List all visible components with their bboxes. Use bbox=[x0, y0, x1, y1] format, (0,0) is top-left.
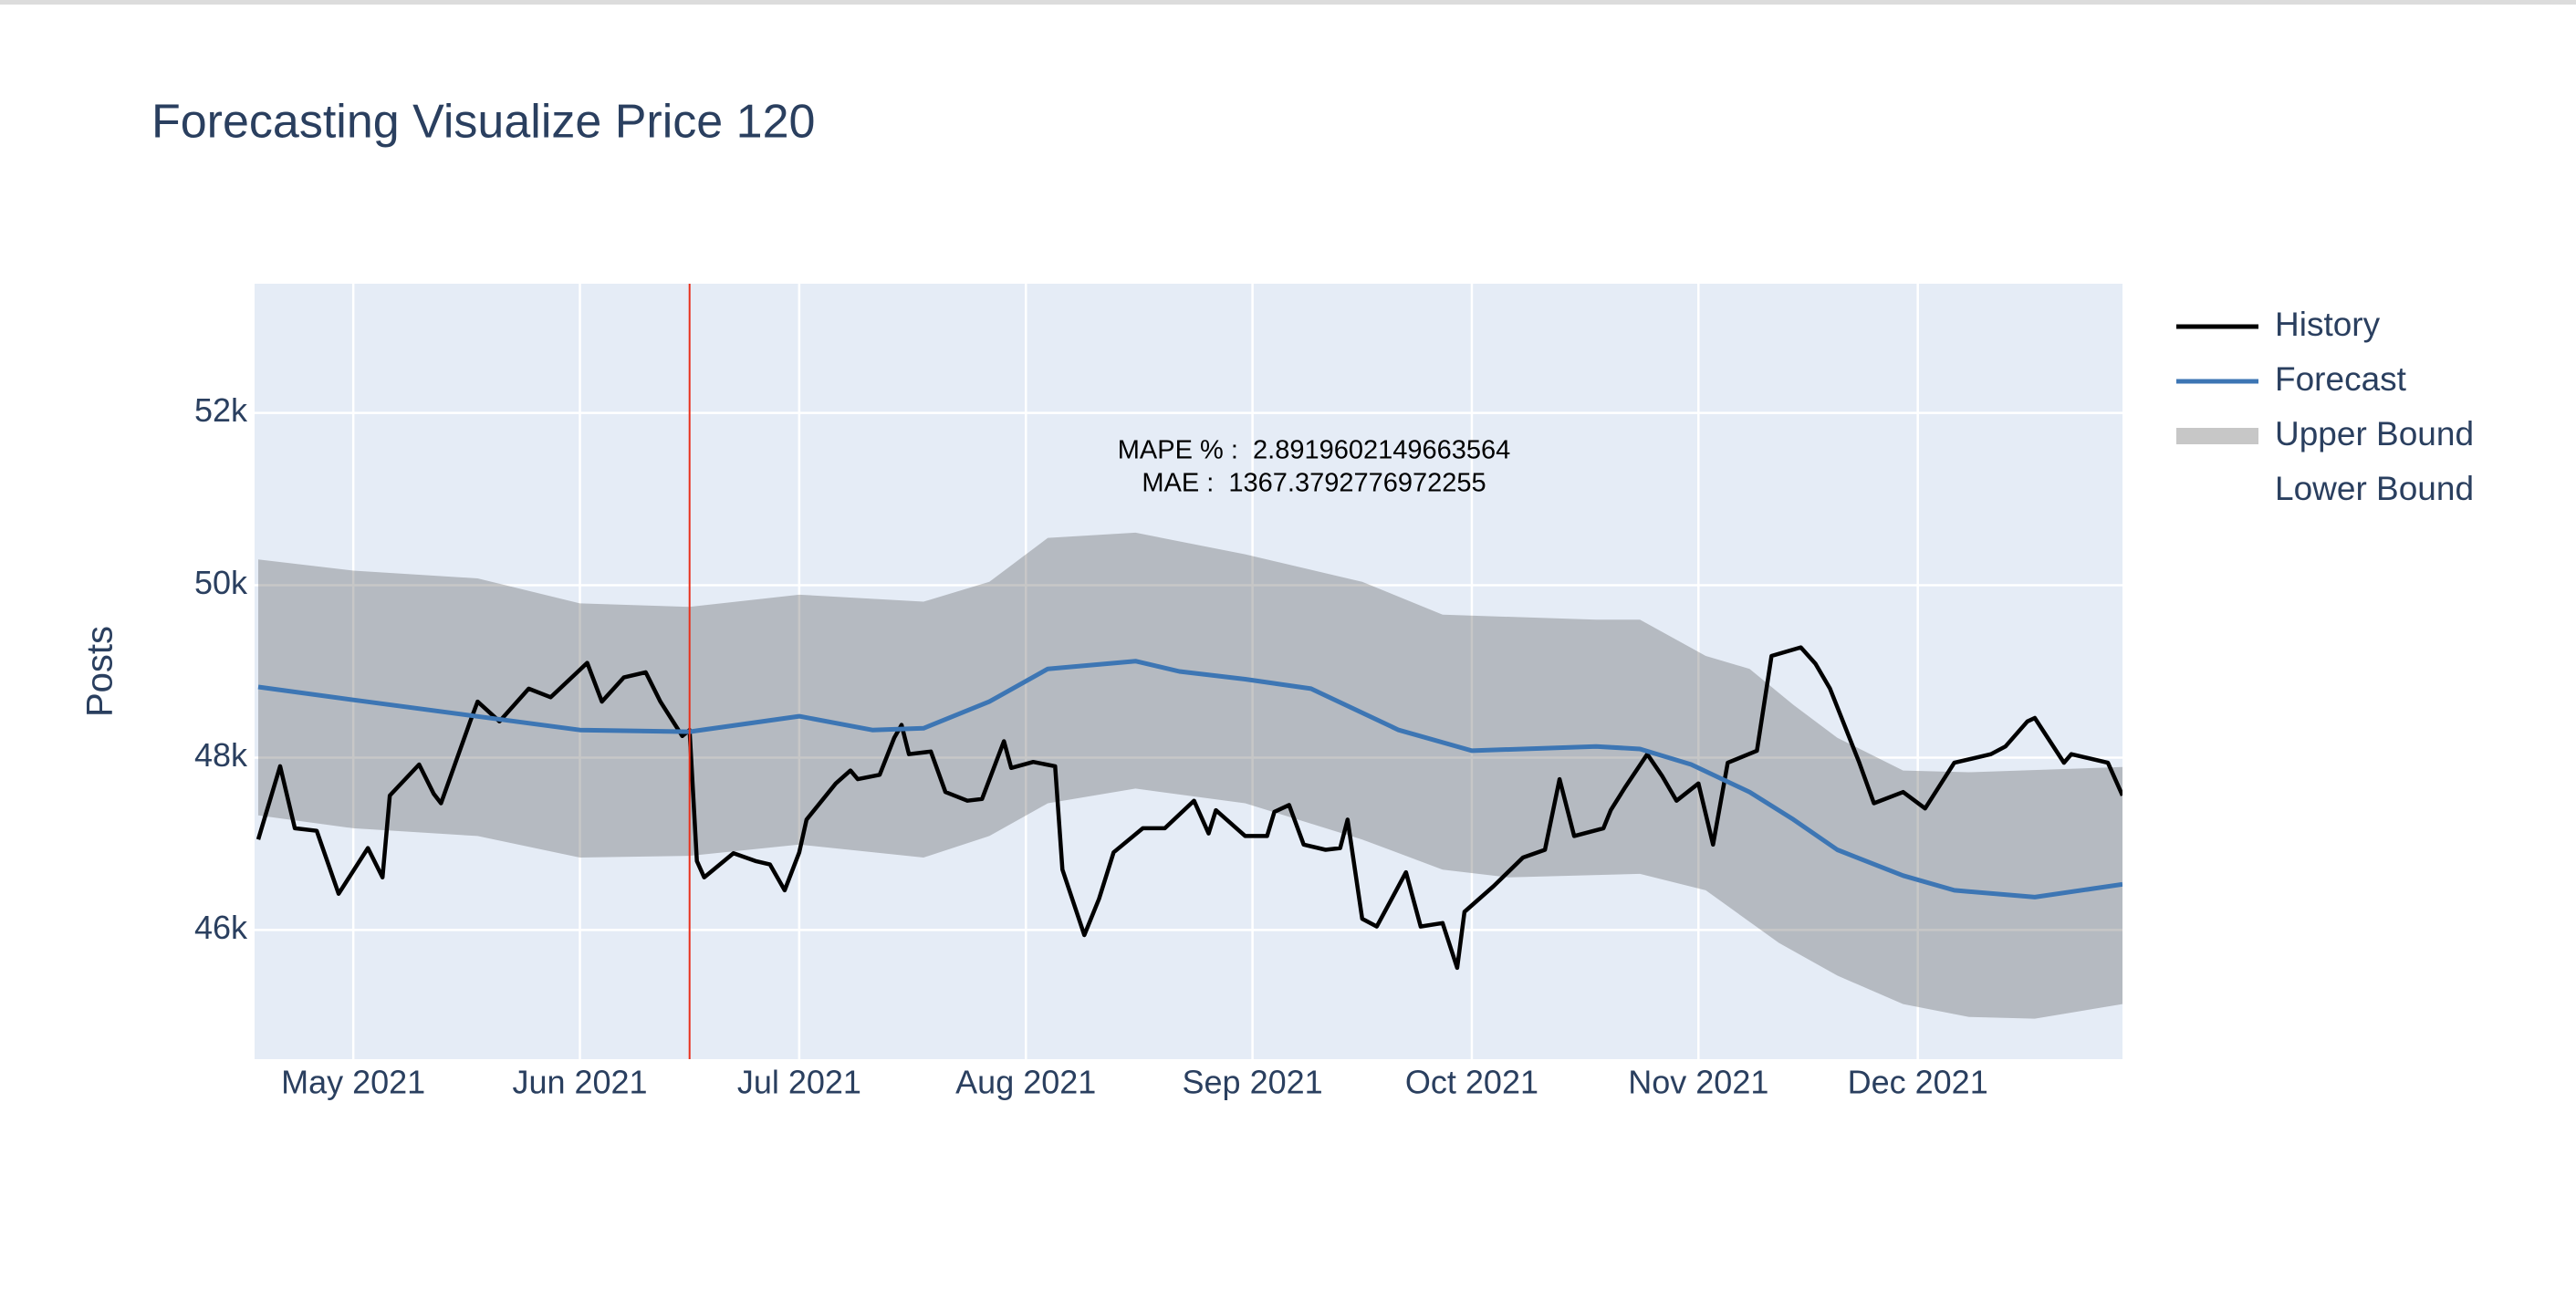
legend-label: History bbox=[2275, 306, 2381, 343]
chart-title: Forecasting Visualize Price 120 bbox=[151, 96, 815, 149]
annotation: MAE : 1367.3792776972255 bbox=[1142, 469, 1486, 498]
y-tick-label: 48k bbox=[194, 736, 248, 774]
x-tick-label: Aug 2021 bbox=[955, 1064, 1096, 1101]
x-tick-label: Nov 2021 bbox=[1628, 1064, 1768, 1101]
legend-swatch bbox=[2176, 428, 2258, 444]
x-tick-label: Jun 2021 bbox=[512, 1064, 647, 1101]
x-tick-label: Oct 2021 bbox=[1405, 1064, 1538, 1101]
x-tick-label: Dec 2021 bbox=[1848, 1064, 1988, 1101]
series-line bbox=[256, 645, 2122, 971]
y-axis-title: Posts bbox=[80, 626, 120, 717]
legend-label: Upper Bound bbox=[2275, 415, 2474, 452]
confidence-band bbox=[258, 532, 2122, 1019]
x-tick-label: Jul 2021 bbox=[737, 1064, 861, 1101]
window-edge bbox=[0, 0, 2576, 5]
y-tick-label: 50k bbox=[194, 564, 248, 601]
x-tick-label: Sep 2021 bbox=[1183, 1064, 1323, 1101]
x-tick-label: May 2021 bbox=[281, 1064, 425, 1101]
legend-label: Forecast bbox=[2275, 360, 2407, 398]
y-tick-label: 52k bbox=[194, 391, 248, 429]
series-layer bbox=[256, 284, 2122, 1059]
legend-label: Lower Bound bbox=[2275, 470, 2474, 507]
y-tick-label: 46k bbox=[194, 909, 248, 946]
series-line bbox=[257, 659, 2122, 900]
annotation: MAPE % : 2.8919602149663564 bbox=[1118, 436, 1511, 465]
legend: History Forecast Upper Bound Lower Bound bbox=[2176, 306, 2474, 507]
plot-area: 46k 48k 50k 52k May 2021 Jun 2021 Jul 2021 Aug … bbox=[194, 284, 2122, 1101]
